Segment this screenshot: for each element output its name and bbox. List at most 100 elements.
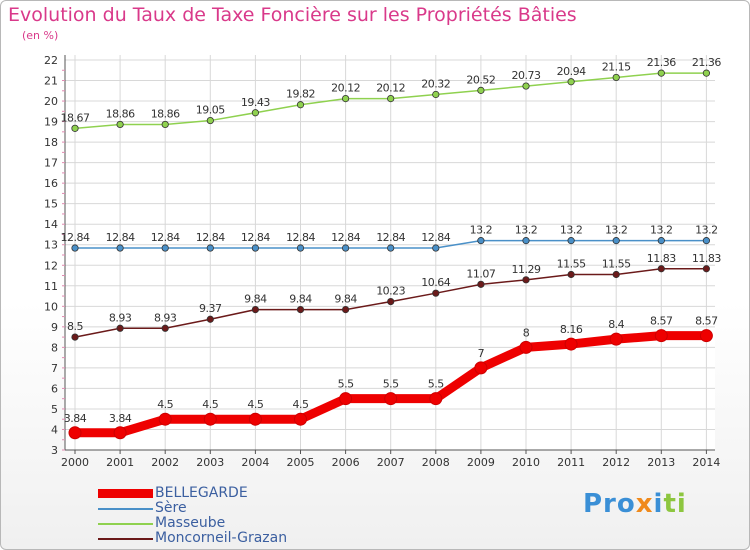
y-tick-label: 7 [51, 362, 58, 375]
y-tick-label: 3 [51, 444, 58, 457]
data-label-3: 11.29 [512, 263, 541, 276]
series-point-3 [477, 280, 485, 288]
data-label-1: 13.2 [560, 224, 583, 237]
data-label-1: 12.84 [196, 231, 225, 244]
series-point-0 [699, 329, 713, 343]
series-point-2 [251, 109, 259, 117]
series-point-1 [522, 237, 530, 245]
series-point-0 [564, 337, 578, 351]
logo-letter: Pro [583, 489, 636, 519]
data-label-2: 20.12 [331, 82, 360, 95]
data-label-2: 19.05 [196, 104, 225, 117]
x-tick-label: 2006 [332, 456, 360, 469]
data-label-1: 12.84 [421, 231, 450, 244]
data-label-1: 13.2 [605, 224, 628, 237]
series-point-2 [477, 86, 485, 94]
legend-label: Moncorneil-Grazan [155, 530, 288, 546]
y-tick-label: 18 [44, 136, 58, 149]
legend-item: Sère [98, 501, 318, 516]
series-point-2 [71, 124, 79, 132]
series-point-0 [654, 329, 668, 343]
series-point-0 [68, 426, 82, 440]
y-tick-label: 6 [51, 382, 58, 395]
y-tick-label: 13 [44, 239, 58, 252]
data-label-3: 9.84 [334, 293, 357, 306]
data-label-1: 13.2 [650, 224, 673, 237]
series-point-2 [432, 90, 440, 99]
data-label-3: 9.37 [199, 302, 222, 315]
series-point-1 [161, 244, 169, 252]
series-point-0 [384, 392, 398, 406]
legend: BELLEGARDE Sère Masseube Moncorneil-Grazan [98, 486, 318, 546]
data-label-3: 11.07 [466, 267, 495, 280]
data-label-3: 11.55 [602, 258, 631, 271]
series-point-3 [702, 265, 711, 273]
data-label-0: 8.16 [560, 323, 583, 336]
data-label-0: 4.5 [247, 398, 263, 411]
y-tick-label: 14 [44, 218, 58, 231]
data-label-2: 19.82 [286, 88, 315, 101]
data-label-3: 11.83 [692, 252, 721, 265]
series-point-0 [113, 426, 127, 440]
series-point-2 [612, 73, 620, 82]
x-tick-label: 2005 [287, 456, 315, 469]
legend-label: Sère [155, 500, 187, 516]
legend-swatch [98, 489, 153, 498]
legend-swatch [98, 507, 153, 510]
data-label-1: 12.84 [106, 231, 135, 244]
data-label-3: 10.64 [421, 276, 450, 289]
series-point-2 [387, 94, 395, 103]
x-tick-label: 2013 [647, 456, 675, 469]
series-point-3 [206, 315, 214, 323]
legend-swatch [98, 537, 153, 540]
series-point-1 [657, 237, 665, 245]
x-tick-label: 2010 [512, 456, 540, 469]
legend-label: BELLEGARDE [155, 485, 248, 501]
data-label-3: 9.84 [244, 293, 267, 306]
data-label-2: 18.67 [61, 111, 90, 124]
series-point-1 [387, 244, 395, 252]
series-point-1 [702, 237, 711, 245]
data-label-2: 21.15 [602, 60, 631, 73]
data-label-2: 18.86 [151, 107, 180, 120]
data-label-0: 5.5 [428, 378, 444, 391]
series-point-2 [522, 82, 530, 90]
x-tick-label: 2001 [106, 456, 134, 469]
data-label-1: 13.2 [470, 224, 493, 237]
x-tick-label: 2011 [557, 456, 585, 469]
data-label-0: 3.84 [109, 412, 132, 425]
series-point-0 [203, 412, 217, 426]
series-point-3 [522, 276, 530, 284]
series-point-1 [567, 237, 575, 245]
data-label-1: 12.84 [286, 231, 315, 244]
series-point-3 [251, 305, 259, 314]
logo-letter: ti [663, 489, 687, 519]
series-point-2 [702, 69, 711, 77]
data-label-1: 13.2 [515, 224, 538, 237]
x-tick-label: 2003 [196, 456, 224, 469]
series-point-1 [116, 244, 124, 252]
y-tick-label: 12 [44, 259, 58, 272]
legend-swatch [98, 522, 153, 525]
series-point-3 [341, 305, 350, 314]
series-point-1 [612, 237, 620, 245]
data-label-2: 20.12 [376, 82, 405, 95]
y-tick-label: 20 [44, 95, 58, 108]
series-point-1 [432, 244, 440, 252]
y-tick-label: 22 [44, 54, 58, 67]
series-point-1 [251, 244, 259, 252]
x-tick-label: 2007 [377, 456, 405, 469]
data-label-1: 12.84 [331, 231, 360, 244]
data-label-0: 5.5 [338, 378, 354, 391]
series-point-3 [71, 333, 79, 341]
series-point-0 [609, 332, 623, 346]
y-tick-label: 15 [44, 198, 58, 211]
data-label-2: 20.73 [512, 69, 541, 82]
series-point-0 [429, 392, 443, 406]
data-label-1: 13.2 [695, 224, 718, 237]
data-label-3: 8.5 [67, 320, 83, 333]
series-point-1 [296, 244, 305, 252]
y-tick-label: 4 [51, 423, 58, 436]
data-label-3: 9.84 [289, 293, 312, 306]
